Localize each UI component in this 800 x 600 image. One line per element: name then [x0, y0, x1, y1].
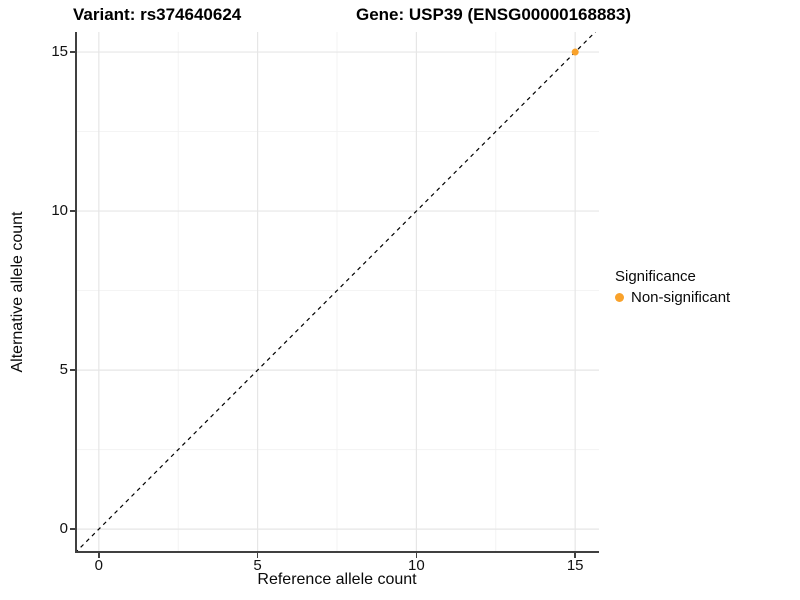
- legend-title: Significance: [615, 268, 696, 285]
- legend-item-non-significant: Non-significant: [615, 289, 730, 306]
- x-axis-title: Reference allele count: [257, 571, 417, 588]
- x-tick-label: 0: [94, 557, 103, 574]
- x-tick-label: 5: [253, 557, 262, 574]
- y-tick-label: 15: [51, 43, 68, 61]
- plot-title-variant: Variant: rs374640624: [73, 5, 242, 24]
- y-tick-mark: [70, 210, 75, 212]
- y-tick-label: 10: [51, 202, 68, 220]
- legend: Significance Non-significant: [615, 268, 730, 306]
- data-point: [571, 48, 579, 56]
- x-tick-mark: [415, 553, 418, 558]
- x-tick-mark: [574, 553, 576, 558]
- y-tick-label: 0: [59, 520, 68, 538]
- plot-title-gene: Gene: USP39 (ENSG00000168883): [356, 5, 631, 24]
- plot-panel: [74, 27, 600, 554]
- y-tick-mark: [70, 51, 75, 53]
- y-tick-label: 5: [59, 361, 68, 379]
- x-tick-label: 10: [408, 557, 425, 574]
- y-axis-title: Alternative allele count: [9, 211, 26, 373]
- identity-line: [74, 27, 600, 554]
- legend-item-label: Non-significant: [631, 289, 731, 306]
- x-tick-mark: [256, 553, 259, 558]
- legend-point-icon: [615, 293, 624, 302]
- y-tick-mark: [70, 528, 75, 530]
- x-tick-label: 15: [566, 557, 584, 574]
- y-tick-mark: [70, 369, 75, 371]
- plot-svg: [74, 27, 600, 554]
- x-tick-mark: [98, 553, 100, 558]
